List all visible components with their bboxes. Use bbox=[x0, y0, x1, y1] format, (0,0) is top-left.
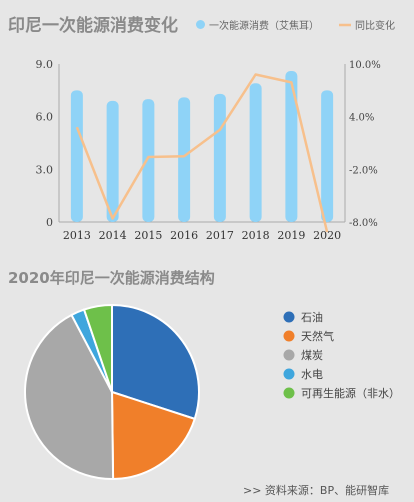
yoy-line bbox=[75, 73, 329, 233]
energy-consumption-chart: 印尼一次能源消费变化 一次能源消费（艾焦耳） 同比变化 0 3.0 6.0 9.0 -… bbox=[8, 15, 395, 242]
left-tick-label: 9.0 bbox=[36, 58, 54, 71]
pie-slice bbox=[82, 303, 113, 393]
right-tick-labels: -8.0% -2.0% 4.0% 10.0% bbox=[349, 60, 381, 229]
x-tick-labels: 2013 2014 2015 2016 2017 2018 2019 2020 bbox=[63, 229, 341, 242]
legend-label: 煤炭 bbox=[301, 349, 323, 362]
legend-swatch bbox=[283, 330, 295, 342]
left-tick-label: 6.0 bbox=[36, 111, 54, 124]
legend-swatch bbox=[283, 387, 295, 399]
x-tick-label: 2018 bbox=[242, 229, 270, 242]
x-tick-label: 2017 bbox=[206, 229, 234, 242]
legend-line-label: 同比变化 bbox=[355, 19, 395, 32]
legend-label: 石油 bbox=[301, 310, 323, 324]
bar bbox=[106, 100, 119, 222]
x-tick-label: 2016 bbox=[170, 229, 198, 242]
bar bbox=[142, 99, 155, 222]
legend-swatch-bar bbox=[196, 20, 205, 29]
x-tick-label: 2013 bbox=[63, 229, 91, 242]
left-tick-label: 3.0 bbox=[36, 163, 54, 176]
source-note: >> 资料来源：BP、能研智库 bbox=[243, 483, 389, 497]
pie-slice bbox=[110, 390, 197, 481]
right-tick-label: 10.0% bbox=[349, 60, 381, 71]
right-tick-label: 4.0% bbox=[349, 113, 374, 124]
legend-bar-label: 一次能源消费（艾焦耳） bbox=[209, 19, 319, 32]
pie-title: 2020年印尼一次能源消费结构 bbox=[8, 269, 215, 287]
x-tick-label: 2019 bbox=[277, 229, 305, 242]
legend-label: 天然气 bbox=[301, 329, 334, 343]
legend-label: 水电 bbox=[301, 368, 323, 381]
bar-series bbox=[70, 71, 334, 223]
right-tick-label: -2.0% bbox=[349, 165, 378, 176]
bar bbox=[285, 71, 298, 223]
right-tick-label: -8.0% bbox=[349, 218, 378, 229]
bar bbox=[213, 93, 226, 222]
legend-swatch bbox=[283, 368, 295, 380]
pie bbox=[24, 303, 200, 481]
chart-title: 印尼一次能源消费变化 bbox=[8, 15, 178, 36]
legend-swatch bbox=[283, 349, 295, 361]
pie-slice bbox=[111, 303, 200, 421]
pie-slice bbox=[24, 313, 115, 480]
bar bbox=[178, 97, 191, 222]
left-tick-labels: 0 3.0 6.0 9.0 bbox=[36, 58, 54, 229]
legend-swatch bbox=[283, 311, 295, 323]
x-tick-label: 2014 bbox=[99, 229, 127, 242]
bar bbox=[249, 83, 262, 222]
left-tick-label: 0 bbox=[46, 216, 53, 229]
legend-label: 可再生能源（非水） bbox=[301, 386, 400, 400]
bar bbox=[70, 90, 83, 222]
bar bbox=[321, 90, 334, 222]
x-tick-label: 2020 bbox=[313, 229, 341, 242]
x-tick-label: 2015 bbox=[134, 229, 162, 242]
